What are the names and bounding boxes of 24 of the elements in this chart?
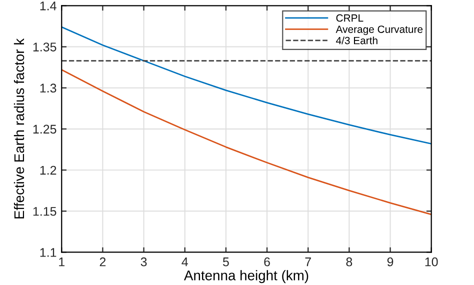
x-tick-label: 1 — [59, 258, 64, 266]
x-tick-label: 3 — [140, 257, 147, 266]
x-tick-label: 4 — [182, 258, 188, 266]
y-tick-label: 1.15 — [33, 207, 56, 216]
x-tick-label: 10 — [425, 257, 438, 266]
y-tick-label: 1.25 — [33, 124, 56, 134]
legend-label: 4/3 Earth — [336, 36, 378, 44]
x-tick-label: 7 — [305, 258, 311, 266]
y-tick-label: 1.35 — [33, 42, 56, 52]
line-series — [62, 26, 432, 144]
y-tick-label: 1.4 — [40, 2, 56, 10]
legend-label: Average Curvature — [336, 26, 423, 36]
legend-label: CRPL — [336, 14, 364, 22]
x-tick-label: 8 — [346, 257, 352, 266]
x-tick-label: 9 — [387, 257, 394, 266]
x-tick-label: 2 — [100, 257, 106, 266]
y-tick-label: 1.3 — [40, 84, 56, 93]
y-axis-title: Effective Earth radius factor k — [14, 38, 24, 218]
y-tick-label: 1.2 — [40, 166, 56, 175]
y-tick-label: 1.1 — [40, 248, 56, 257]
x-axis-title: Antenna height (km) — [184, 270, 308, 284]
x-tick-label: 6 — [264, 257, 270, 266]
x-tick-label: 5 — [222, 258, 229, 266]
line-series — [62, 69, 432, 216]
